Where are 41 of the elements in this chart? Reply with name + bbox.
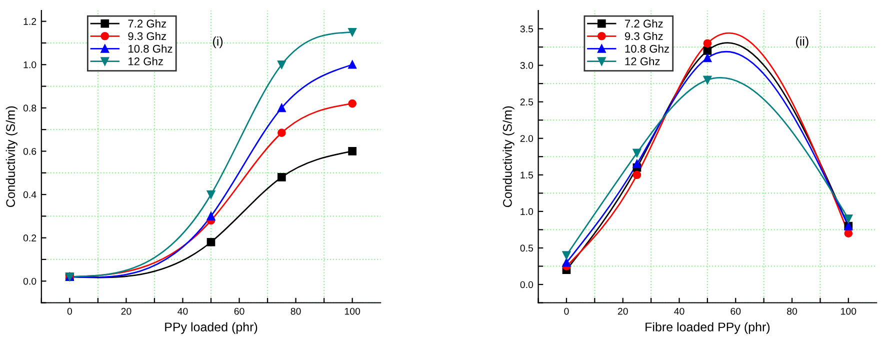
y-axis-title: Conductivity (S/m) — [502, 106, 514, 208]
legend-label: 9.3 Ghz — [624, 32, 663, 40]
legend-label: 12 Ghz — [625, 57, 660, 66]
legend-label: 7.2 Ghz — [625, 19, 663, 28]
legend-label: 7.2 Ghz — [128, 19, 166, 28]
x-tick-label: 40 — [178, 308, 188, 315]
x-tick-label: 20 — [121, 308, 132, 315]
annotation: (ii) — [796, 36, 808, 48]
legend-label: 10.8 Ghz — [128, 44, 172, 53]
x-axis-title: PPy loaded (phr) — [165, 322, 258, 334]
y-tick-label: 1.0 — [520, 208, 534, 216]
y-tick-label: 0.2 — [23, 234, 36, 242]
legend-label: 10.8 Ghz — [625, 44, 669, 53]
annotation: (i) — [213, 36, 223, 48]
x-axis-title: Fibre loaded PPy (phr) — [646, 322, 770, 334]
y-tick-label: 2.5 — [520, 98, 534, 106]
legend-label: 12 Ghz — [128, 57, 163, 66]
y-tick-label: 1.2 — [24, 18, 36, 25]
y-tick-label: 0.8 — [23, 104, 36, 112]
x-tick-label: 80 — [787, 308, 798, 315]
y-tick-label: 0.6 — [23, 148, 36, 155]
y-axis-title: Conductivity (S/m) — [6, 106, 18, 208]
y-tick-label: 0.0 — [520, 281, 534, 288]
y-tick-label: 2.0 — [520, 135, 534, 142]
y-tick-label: 0.4 — [23, 191, 36, 198]
x-tick-label: 20 — [618, 308, 628, 315]
x-tick-label: 40 — [674, 308, 684, 315]
x-tick-label: 80 — [290, 308, 301, 315]
x-tick-label: 60 — [730, 308, 741, 315]
y-tick-label: 0.5 — [520, 244, 534, 252]
x-tick-label: 60 — [234, 308, 244, 315]
y-tick-label: 1.5 — [520, 172, 534, 179]
x-tick-label: 100 — [841, 308, 856, 315]
x-tick-label: 0 — [564, 308, 569, 315]
y-tick-label: 1.0 — [24, 61, 36, 68]
y-tick-label: 3.5 — [520, 26, 534, 32]
x-tick-label: 0 — [67, 308, 72, 315]
y-tick-label: 3.0 — [520, 62, 534, 69]
y-tick-label: 0.0 — [23, 278, 36, 285]
legend-label: 9.3 Ghz — [128, 32, 166, 40]
x-tick-label: 100 — [344, 308, 360, 315]
